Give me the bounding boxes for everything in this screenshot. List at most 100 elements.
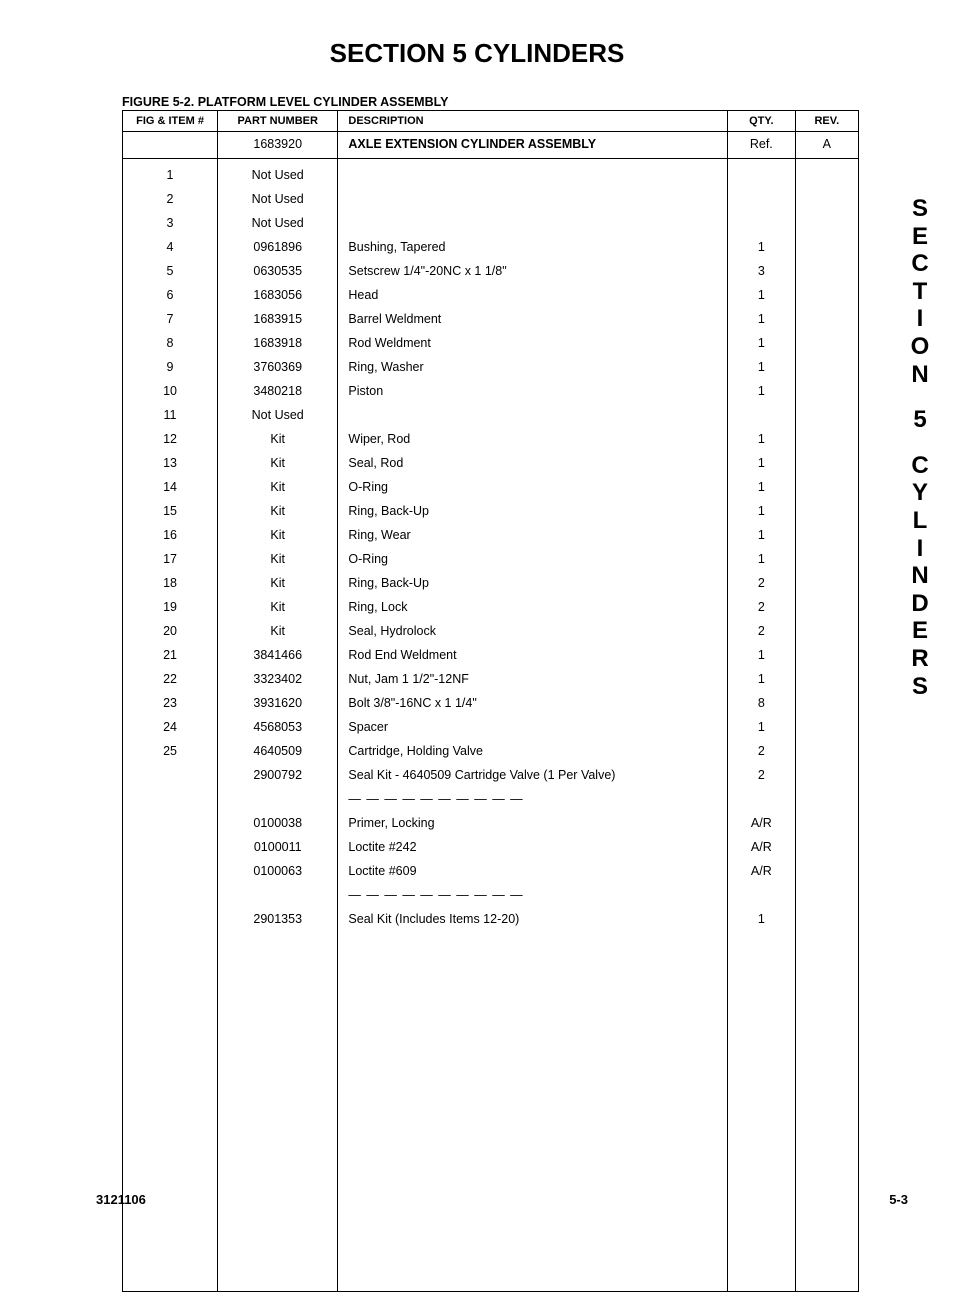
qty-cell: 2: [728, 763, 796, 787]
table-row: 12KitWiper, Rod1: [123, 427, 859, 451]
side-tab-char: I: [906, 535, 934, 563]
desc-cell: Setscrew 1/4"-20NC x 1 1/8": [338, 259, 728, 283]
rev-cell: [795, 571, 858, 595]
table-row: 50630535Setscrew 1/4"-20NC x 1 1/8"3: [123, 259, 859, 283]
item-cell: 3: [123, 211, 218, 235]
rev-cell: [795, 259, 858, 283]
item-cell: 17: [123, 547, 218, 571]
part-cell: Kit: [218, 427, 338, 451]
table-row: 13KitSeal, Rod1: [123, 451, 859, 475]
part-cell: 2900792: [218, 763, 338, 787]
item-cell: 14: [123, 475, 218, 499]
part-cell: 2901353: [218, 907, 338, 931]
parts-table: FIG & ITEM # PART NUMBER DESCRIPTION QTY…: [122, 110, 859, 1292]
part-cell: 0961896: [218, 235, 338, 259]
part-cell: 0100038: [218, 811, 338, 835]
part-cell: 1683918: [218, 331, 338, 355]
desc-cell: Cartridge, Holding Valve: [338, 739, 728, 763]
qty-cell: 2: [728, 619, 796, 643]
item-cell: 24: [123, 715, 218, 739]
part-cell: 3760369: [218, 355, 338, 379]
qty-cell: [728, 403, 796, 427]
qty-cell: [728, 163, 796, 187]
footer-page-number: 5-3: [889, 1192, 908, 1207]
side-tab: SECTION5CYLINDERS: [906, 195, 934, 700]
item-cell: 11: [123, 403, 218, 427]
item-cell: 7: [123, 307, 218, 331]
desc-cell: Primer, Locking: [338, 811, 728, 835]
desc-cell: Seal, Hydrolock: [338, 619, 728, 643]
part-cell: [218, 883, 338, 907]
item-cell: 2: [123, 187, 218, 211]
rev-cell: [795, 835, 858, 859]
side-tab-char: 5: [906, 406, 934, 434]
desc-cell: Loctite #609: [338, 859, 728, 883]
rev-cell: [795, 163, 858, 187]
item-cell: 15: [123, 499, 218, 523]
side-tab-char: N: [906, 562, 934, 590]
desc-cell: Rod Weldment: [338, 331, 728, 355]
desc-cell: Seal Kit - 4640509 Cartridge Valve (1 Pe…: [338, 763, 728, 787]
rev-cell: [795, 811, 858, 835]
rev-cell: [795, 283, 858, 307]
rev-cell: [795, 403, 858, 427]
table-row: 81683918Rod Weldment1: [123, 331, 859, 355]
rev-cell: [795, 595, 858, 619]
qty-cell: 2: [728, 739, 796, 763]
part-cell: 1683915: [218, 307, 338, 331]
table-row: 223323402Nut, Jam 1 1/2"-12NF1: [123, 667, 859, 691]
part-cell: Kit: [218, 547, 338, 571]
item-cell: [123, 132, 218, 159]
table-row: 18KitRing, Back-Up2: [123, 571, 859, 595]
rev-cell: [795, 427, 858, 451]
desc-cell: O-Ring: [338, 475, 728, 499]
item-cell: [123, 835, 218, 859]
table-row: 213841466Rod End Weldment1: [123, 643, 859, 667]
qty-cell: 1: [728, 547, 796, 571]
item-cell: 16: [123, 523, 218, 547]
part-cell: 0100011: [218, 835, 338, 859]
desc-cell: Seal, Rod: [338, 451, 728, 475]
desc-cell: AXLE EXTENSION CYLINDER ASSEMBLY: [338, 132, 728, 159]
item-cell: 19: [123, 595, 218, 619]
spacer-cell: [728, 931, 796, 1291]
qty-cell: 1: [728, 475, 796, 499]
item-cell: [123, 811, 218, 835]
footer-doc-number: 3121106: [96, 1192, 146, 1207]
item-cell: [123, 763, 218, 787]
part-cell: Kit: [218, 619, 338, 643]
table-row: 2Not Used: [123, 187, 859, 211]
table-row: 61683056Head1: [123, 283, 859, 307]
part-cell: 4640509: [218, 739, 338, 763]
side-tab-char: [906, 388, 934, 406]
side-tab-char: E: [906, 223, 934, 251]
part-cell: Not Used: [218, 211, 338, 235]
table-row: 0100038Primer, LockingA/R: [123, 811, 859, 835]
table-row: 1683920AXLE EXTENSION CYLINDER ASSEMBLYR…: [123, 132, 859, 159]
qty-cell: 1: [728, 451, 796, 475]
part-cell: Kit: [218, 523, 338, 547]
part-cell: Kit: [218, 595, 338, 619]
qty-cell: 1: [728, 355, 796, 379]
part-cell: 3323402: [218, 667, 338, 691]
desc-cell: Piston: [338, 379, 728, 403]
desc-cell: Ring, Back-Up: [338, 571, 728, 595]
table-row: — — — — — — — — — —: [123, 787, 859, 811]
table-spacer-row: [123, 931, 859, 1291]
part-cell: Not Used: [218, 403, 338, 427]
table-row: 244568053Spacer1: [123, 715, 859, 739]
table-row: — — — — — — — — — —: [123, 883, 859, 907]
qty-cell: 3: [728, 259, 796, 283]
spacer-cell: [123, 931, 218, 1291]
rev-cell: [795, 691, 858, 715]
side-tab-char: T: [906, 278, 934, 306]
item-cell: 20: [123, 619, 218, 643]
page-title: SECTION 5 CYLINDERS: [0, 0, 954, 95]
part-cell: 0100063: [218, 859, 338, 883]
part-cell: Not Used: [218, 187, 338, 211]
desc-cell: [338, 187, 728, 211]
table-row: 2900792Seal Kit - 4640509 Cartridge Valv…: [123, 763, 859, 787]
part-cell: 3480218: [218, 379, 338, 403]
col-header-item: FIG & ITEM #: [123, 111, 218, 132]
item-cell: 22: [123, 667, 218, 691]
